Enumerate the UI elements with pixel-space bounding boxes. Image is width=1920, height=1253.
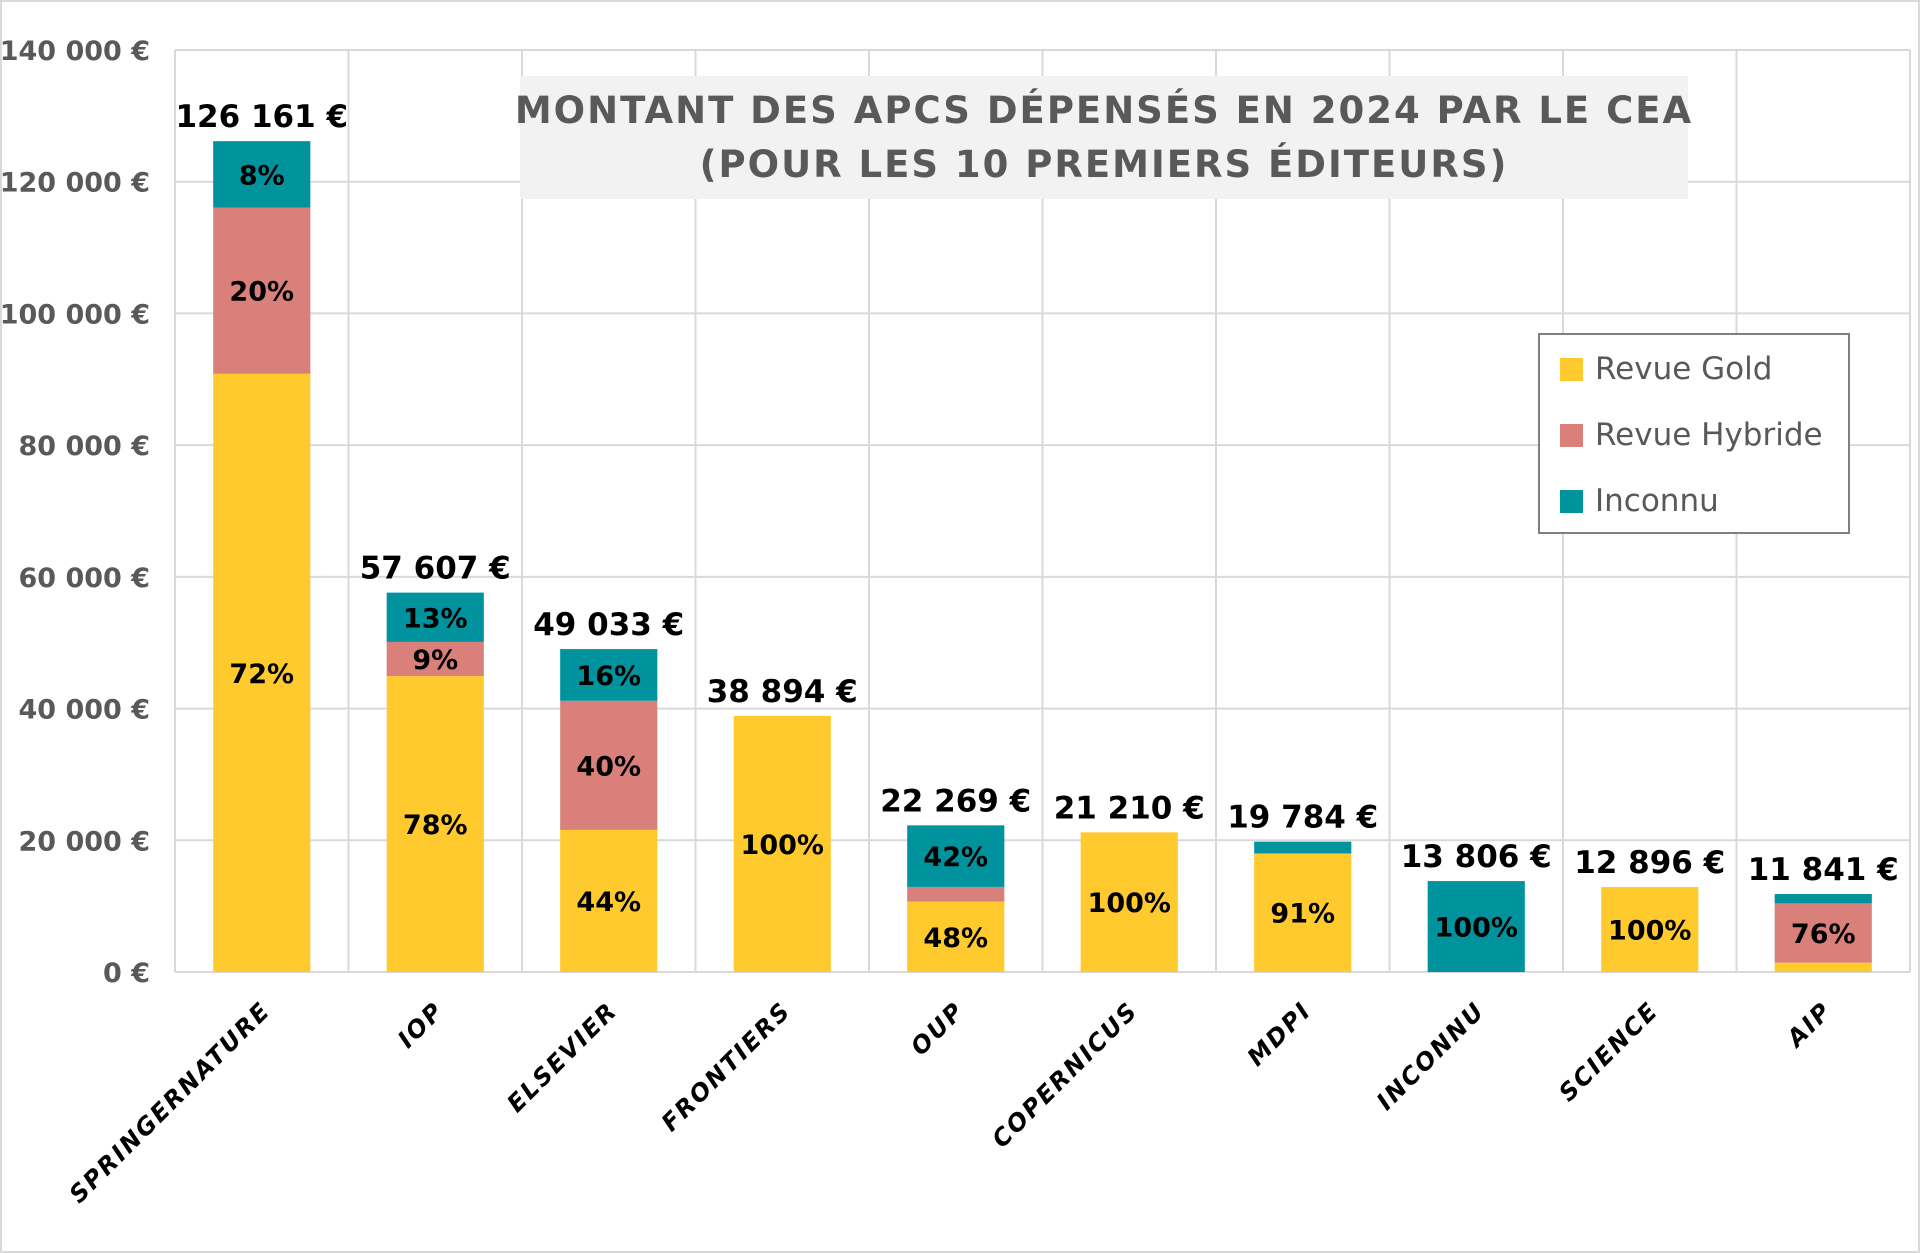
- bar-segment-inconnu: [1774, 894, 1872, 904]
- bar-segment-revue-gold: [213, 373, 311, 973]
- chart-title-box: MONTANT DES APCS DÉPENSÉS EN 2024 PAR LE…: [515, 76, 1691, 199]
- x-tick-label: ELSEVIER: [502, 996, 623, 1117]
- bar-segment-revue-gold: [386, 676, 484, 972]
- bar-group-science: 100% 12 896 €: [1574, 845, 1725, 972]
- segment-percent-label: 20%: [229, 277, 294, 308]
- segment-percent-label: 8%: [239, 160, 285, 191]
- legend-item-inconnu: Inconnu: [1560, 483, 1719, 519]
- x-tick-label: SPRINGERNATURE: [64, 996, 276, 1208]
- segment-percent-label: 40%: [576, 751, 641, 782]
- bar-group-aip: 76% 11 841 €: [1748, 852, 1899, 972]
- legend-label: Revue Gold: [1595, 351, 1773, 387]
- segment-percent-label: 72%: [229, 659, 294, 690]
- bar-group-iop: 78% 9% 13% 57 607 €: [360, 551, 511, 972]
- y-axis: 0 € 20 000 € 40 000 € 60 000 € 80 000 € 100 0…: [0, 36, 150, 989]
- y-tick-label: 140 000 €: [0, 36, 150, 67]
- segment-percent-label: 100%: [1088, 888, 1171, 919]
- y-tick-label: 0 €: [103, 958, 150, 989]
- bar-group-springernature: 72% 20% 8% 126 161 €: [175, 99, 348, 973]
- bar-total-label: 126 161 €: [175, 99, 348, 135]
- bar-segment-revue-gold: [1254, 853, 1352, 972]
- bar-segment-revue-gold: [907, 901, 1005, 972]
- bar-segment-revue-gold: [1080, 832, 1178, 972]
- legend-label: Inconnu: [1595, 483, 1719, 519]
- y-tick-label: 20 000 €: [18, 826, 150, 857]
- y-tick-label: 80 000 €: [18, 431, 150, 462]
- legend-item-gold: Revue Gold: [1560, 351, 1772, 387]
- legend-swatch-hybride: [1560, 423, 1583, 447]
- legend-item-hybride: Revue Hybride: [1560, 417, 1823, 453]
- segment-percent-label: 48%: [923, 923, 988, 954]
- gridlines: [174, 49, 1911, 973]
- bar-total-label: 49 033 €: [533, 607, 684, 643]
- segment-percent-label: 78%: [403, 810, 468, 841]
- bar-total-label: 19 784 €: [1227, 800, 1378, 836]
- legend-swatch-inconnu: [1560, 489, 1583, 513]
- segment-percent-label: 42%: [923, 842, 988, 873]
- bar-segment-revue-hybride: [213, 207, 311, 374]
- x-tick-label: INCONNU: [1371, 996, 1490, 1115]
- x-tick-label: FRONTIERS: [656, 996, 797, 1137]
- bar-group-mdpi: 91% 19 784 €: [1227, 800, 1378, 972]
- x-tick-label: OUP: [905, 996, 970, 1061]
- bar-segment-inconnu: [1254, 841, 1352, 854]
- bar-segment-inconnu: [907, 825, 1005, 887]
- segment-percent-label: 16%: [576, 661, 641, 692]
- segment-percent-label: 100%: [1435, 913, 1518, 944]
- bar-segment-revue-hybride: [1774, 903, 1872, 963]
- bar-total-label: 11 841 €: [1748, 852, 1899, 888]
- bar-total-label: 57 607 €: [360, 551, 511, 587]
- chart-title: MONTANT DES APCS DÉPENSÉS EN 2024 PAR LE…: [514, 88, 1694, 132]
- x-tick-label: IOP: [392, 996, 449, 1053]
- y-tick-label: 120 000 €: [0, 168, 150, 199]
- x-tick-label: SCIENCE: [1553, 996, 1664, 1107]
- bar-segment-revue-hybride: [907, 886, 1005, 902]
- bar-segment-revue-gold: [1774, 962, 1872, 972]
- bar-segment-revue-gold: [1601, 887, 1699, 972]
- segment-percent-label: 100%: [741, 830, 824, 861]
- bar-segment-revue-gold: [560, 829, 658, 972]
- bar-segment-revue-hybride: [386, 641, 484, 677]
- x-tick-label: COPERNICUS: [987, 996, 1144, 1153]
- x-axis: SPRINGERNATURE IOP ELSEVIER FRONTIERS OUP COP…: [64, 996, 1838, 1208]
- segment-percent-label: 91%: [1270, 899, 1335, 930]
- segment-percent-label: 13%: [403, 603, 468, 634]
- segment-percent-label: 76%: [1791, 919, 1856, 950]
- x-tick-label: MDPI: [1242, 996, 1317, 1071]
- bar-group-inconnu: 100% 13 806 €: [1401, 839, 1552, 972]
- bar-segment-revue-gold: [733, 715, 831, 972]
- bar-segment-inconnu: [560, 649, 658, 701]
- segment-percent-label: 9%: [412, 645, 458, 676]
- legend-label: Revue Hybride: [1595, 417, 1823, 453]
- segment-percent-label: 44%: [576, 887, 641, 918]
- bars: 72% 20% 8% 126 161 € 78% 9% 13% 57 607 € 44% 40% 1…: [175, 99, 1899, 973]
- bar-segment-inconnu: [213, 141, 311, 208]
- bar-total-label: 38 894 €: [707, 674, 858, 710]
- bar-group-oup: 48% 42% 22 269 €: [880, 783, 1031, 972]
- legend: Revue Gold Revue Hybride Inconnu: [1538, 333, 1850, 534]
- bar-total-label: 22 269 €: [880, 783, 1031, 819]
- bar-segment-inconnu: [386, 592, 484, 642]
- bar-segment-revue-hybride: [560, 700, 658, 830]
- bar-group-frontiers: 100% 38 894 €: [707, 674, 858, 972]
- x-tick-label: AIP: [1780, 996, 1837, 1053]
- y-tick-label: 100 000 €: [0, 299, 150, 330]
- bar-total-label: 13 806 €: [1401, 839, 1552, 875]
- y-tick-label: 40 000 €: [18, 695, 150, 726]
- legend-swatch-gold: [1560, 357, 1583, 381]
- bar-group-copernicus: 100% 21 210 €: [1054, 790, 1205, 972]
- bar-segment-inconnu: [1427, 881, 1525, 972]
- bar-total-label: 21 210 €: [1054, 790, 1205, 826]
- y-tick-label: 60 000 €: [18, 563, 150, 594]
- bar-group-elsevier: 44% 40% 16% 49 033 €: [533, 607, 684, 972]
- bar-total-label: 12 896 €: [1574, 845, 1725, 881]
- segment-percent-label: 100%: [1608, 916, 1691, 947]
- chart-subtitle: (POUR LES 10 PREMIERS ÉDITEURS): [699, 142, 1509, 186]
